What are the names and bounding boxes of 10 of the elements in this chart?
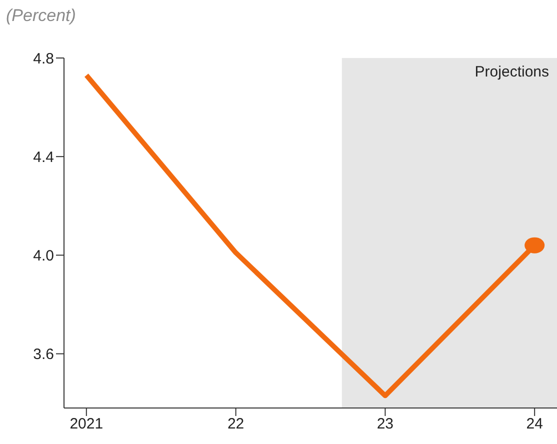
x-tick-label: 24 [526, 416, 543, 433]
y-tick-label: 4.8 [33, 50, 54, 68]
y-tick-label: 3.6 [33, 346, 54, 364]
band-label: Projections [474, 64, 549, 81]
y-tick-label: 4.0 [33, 248, 54, 265]
x-tick-label: 2021 [70, 416, 104, 433]
x-tick-label: 23 [376, 416, 394, 433]
y-axis-title: (Percent) [6, 6, 76, 26]
y-tick-label: 4.4 [33, 148, 54, 166]
x-tick-label: 22 [227, 416, 244, 433]
